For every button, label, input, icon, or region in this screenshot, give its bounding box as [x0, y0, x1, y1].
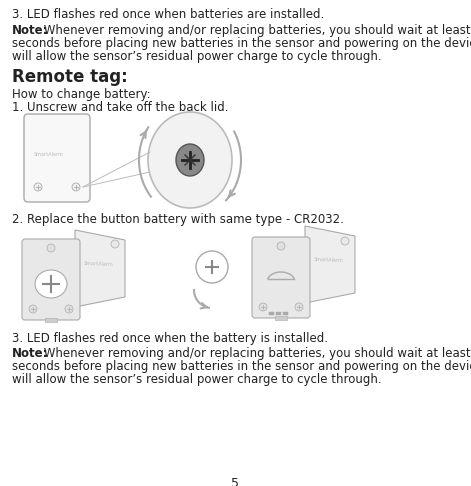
Circle shape	[29, 305, 37, 313]
FancyBboxPatch shape	[22, 239, 80, 320]
FancyBboxPatch shape	[24, 114, 90, 202]
Circle shape	[341, 237, 349, 245]
Circle shape	[259, 303, 267, 311]
Text: 3. LED flashes red once when batteries are installed.: 3. LED flashes red once when batteries a…	[12, 8, 324, 21]
Text: SmartAlarm: SmartAlarm	[314, 257, 344, 263]
Bar	[269, 312, 274, 315]
Text: Remote tag:: Remote tag:	[12, 68, 128, 86]
Circle shape	[277, 242, 285, 250]
Text: seconds before placing new batteries in the sensor and powering on the device.  : seconds before placing new batteries in …	[12, 37, 471, 50]
Text: 2. Replace the button battery with same type - CR2032.: 2. Replace the button battery with same …	[12, 213, 344, 226]
Text: Whenever removing and/or replacing batteries, you should wait at least ten: Whenever removing and/or replacing batte…	[40, 24, 471, 37]
Text: will allow the sensor’s residual power charge to cycle through.: will allow the sensor’s residual power c…	[12, 50, 382, 63]
Circle shape	[65, 305, 73, 313]
Bar	[276, 312, 281, 315]
Bar	[275, 316, 287, 320]
Text: Note:: Note:	[12, 24, 49, 37]
Ellipse shape	[148, 112, 232, 208]
Text: 1. Unscrew and take off the back lid.: 1. Unscrew and take off the back lid.	[12, 101, 228, 114]
Ellipse shape	[176, 144, 204, 176]
Circle shape	[111, 240, 119, 248]
Circle shape	[196, 251, 228, 283]
Text: SmartAlarm: SmartAlarm	[84, 261, 114, 267]
Text: seconds before placing new batteries in the sensor and powering on the device.  : seconds before placing new batteries in …	[12, 360, 471, 373]
Text: SmartAlarm: SmartAlarm	[33, 152, 63, 156]
Text: will allow the sensor’s residual power charge to cycle through.: will allow the sensor’s residual power c…	[12, 373, 382, 386]
Text: 3. LED flashes red once when the battery is installed.: 3. LED flashes red once when the battery…	[12, 332, 328, 345]
Polygon shape	[75, 230, 125, 307]
Text: Whenever removing and/or replacing batteries, you should wait at least ten: Whenever removing and/or replacing batte…	[40, 347, 471, 360]
Text: How to change battery:: How to change battery:	[12, 88, 151, 101]
Ellipse shape	[35, 270, 67, 298]
Text: Note:: Note:	[12, 347, 49, 360]
Circle shape	[72, 183, 80, 191]
Polygon shape	[305, 226, 355, 303]
Circle shape	[34, 183, 42, 191]
Bar	[283, 312, 288, 315]
Circle shape	[47, 244, 55, 252]
Text: 5: 5	[231, 477, 239, 486]
Circle shape	[295, 303, 303, 311]
FancyBboxPatch shape	[252, 237, 310, 318]
Bar	[45, 318, 57, 322]
